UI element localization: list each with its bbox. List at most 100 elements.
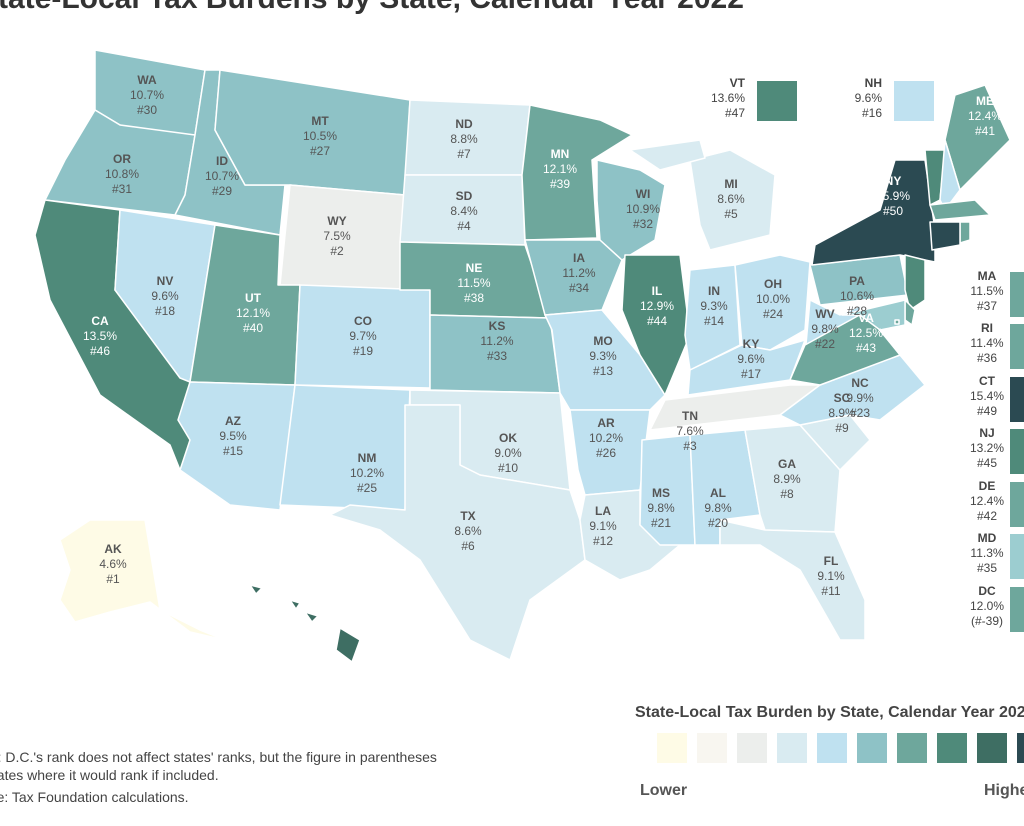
state-rate: 12.9%	[640, 299, 674, 313]
state-shape	[304, 611, 319, 623]
state-abbr: SC	[834, 391, 851, 405]
state-rate: 9.8%	[704, 501, 732, 515]
state-abbr: IL	[652, 284, 663, 298]
state-rate: 10.5%	[303, 129, 337, 143]
state-rate: 10.7%	[130, 88, 164, 102]
state-abbr: IA	[573, 251, 585, 265]
state-shape	[329, 404, 586, 661]
state-rate: 13.5%	[83, 329, 117, 343]
state-abbr: DC	[978, 584, 996, 598]
legend-high: Higher	[984, 782, 1024, 799]
source: Source: Tax Foundation calculations.	[0, 789, 189, 805]
state-rank: #8	[780, 487, 794, 501]
state-abbr: GA	[778, 457, 796, 471]
state-rank: #25	[357, 481, 377, 495]
state-shape	[524, 239, 623, 316]
state-abbr: NV	[157, 274, 174, 288]
legend-title: State-Local Tax Burden by State, Calenda…	[635, 704, 1024, 721]
state-rank: #20	[708, 516, 728, 530]
state-rate: 11.2%	[562, 266, 595, 280]
state-rate: 9.9%	[846, 391, 874, 405]
state-rank: #5	[724, 207, 738, 221]
state-rank: #47	[725, 106, 745, 120]
state-rank: #26	[596, 446, 616, 460]
state-abbr: DE	[979, 479, 996, 493]
legend-swatch	[737, 733, 767, 763]
state-rate: 15.4%	[970, 389, 1004, 403]
state-abbr: WI	[636, 187, 651, 201]
state-shape	[289, 599, 301, 610]
state-rank: #36	[977, 351, 997, 365]
state-rate: 8.9%	[828, 406, 856, 420]
state-rank: #41	[975, 124, 995, 138]
state-abbr: WY	[327, 214, 346, 228]
state-rate: 11.5%	[457, 276, 490, 290]
state-rank: #31	[112, 182, 132, 196]
state-abbr: LA	[595, 504, 611, 518]
state-shape	[249, 584, 263, 595]
state-shape	[114, 209, 216, 383]
state-abbr: ID	[216, 154, 228, 168]
legend-swatch	[937, 733, 967, 763]
state-rank: #12	[593, 534, 613, 548]
state-abbr: OR	[113, 152, 131, 166]
state-rank: #37	[977, 299, 997, 313]
state-rate: 10.9%	[626, 202, 660, 216]
state-rank: #46	[90, 344, 110, 358]
state-rank: (#-39)	[971, 614, 1003, 628]
state-rate: 12.4%	[968, 109, 1002, 123]
state-rate: 8.6%	[717, 192, 745, 206]
legend-swatch	[657, 733, 687, 763]
state-rate: 9.6%	[855, 91, 883, 105]
state-shape	[279, 384, 411, 511]
state-abbr: KY	[743, 337, 760, 351]
state-rate: 14.1%	[278, 626, 312, 640]
state-shape	[629, 139, 706, 171]
legend-swatch	[977, 733, 1007, 763]
state-rank: #10	[498, 461, 518, 475]
state-rank: #16	[862, 106, 882, 120]
state-abbr: OH	[764, 277, 782, 291]
state-abbr: UT	[245, 291, 262, 305]
state-abbr: HI	[289, 611, 301, 625]
state-rate: 4.6%	[99, 557, 127, 571]
state-abbr: ND	[455, 117, 473, 131]
state-abbr: MA	[978, 269, 997, 283]
state-rate: 13.6%	[711, 91, 745, 105]
state-rank: #38	[464, 291, 484, 305]
state-rate: 7.6%	[676, 424, 704, 438]
state-abbr: WA	[137, 73, 157, 87]
state-rank: #6	[461, 539, 475, 553]
state-rank: #19	[353, 344, 373, 358]
state-shape	[929, 221, 961, 251]
state-abbr: CA	[91, 314, 109, 328]
state-rank: #33	[487, 349, 507, 363]
state-abbr: KS	[489, 319, 506, 333]
state-rank: #49	[977, 404, 997, 418]
state-rate: 12.1%	[236, 306, 270, 320]
state-abbr: NE	[466, 261, 483, 275]
state-rate: 9.7%	[349, 329, 377, 343]
state-rank: #9	[835, 421, 849, 435]
state-rank: #28	[847, 304, 867, 318]
state-rate: 7.5%	[323, 229, 351, 243]
state-rate: 11.4%	[970, 336, 1003, 350]
state-abbr: NJ	[979, 426, 994, 440]
legend-swatch	[857, 733, 887, 763]
state-rate: 11.5%	[970, 284, 1003, 298]
state-rank: #13	[593, 364, 613, 378]
state-rate: 10.2%	[589, 431, 623, 445]
state-shape	[335, 627, 361, 663]
state-rank: #7	[457, 147, 471, 161]
state-rank: #35	[977, 561, 997, 575]
state-shape	[689, 149, 776, 251]
state-rate: 12.1%	[543, 162, 577, 176]
state-rank: #45	[977, 456, 997, 470]
state-abbr: NY	[885, 174, 902, 188]
callout-box	[894, 81, 934, 121]
state-shape	[59, 519, 226, 641]
state-abbr: MD	[978, 531, 997, 545]
state-abbr: SD	[456, 189, 473, 203]
title: State-Local Tax Burdens by State, Calend…	[0, 0, 744, 15]
